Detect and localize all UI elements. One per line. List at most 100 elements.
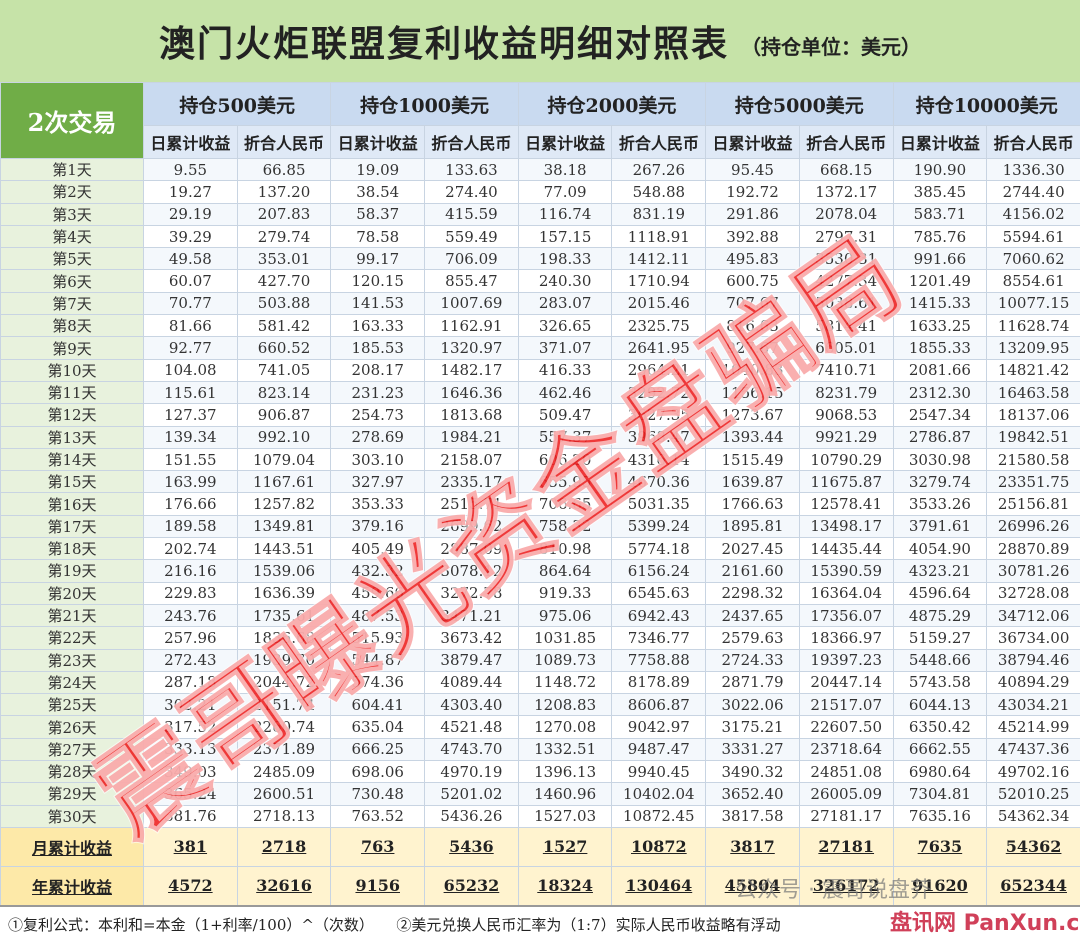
group-header: 持仓2000美元 — [517, 82, 707, 126]
cell: 207.83 — [236, 202, 332, 226]
cell: 19842.51 — [986, 425, 1080, 449]
data-row: 第13天 139.34 992.10 278.69 1984.21 557.37 3968.… — [0, 425, 1080, 449]
cell: 91620 — [892, 865, 988, 906]
cell: 34712.06 — [986, 603, 1080, 628]
cell: 104.08 — [143, 358, 238, 382]
data-row: 第19天 216.16 1539.06 432.32 3078.12 864.64 6156… — [0, 559, 1080, 583]
cell: 992.10 — [236, 425, 332, 449]
cell: 9068.53 — [798, 403, 894, 427]
cell: 379.16 — [330, 514, 426, 539]
cell: 1270.08 — [517, 715, 613, 739]
cell: 2044.72 — [236, 670, 332, 695]
cell: 405.49 — [330, 537, 426, 561]
column-header: 折合人民币 — [798, 125, 894, 159]
data-row: 第7天 70.77 503.88 141.53 1007.69 283.07 2015.46… — [0, 291, 1080, 316]
cell: 141.53 — [330, 291, 426, 316]
cell: 21517.07 — [798, 693, 894, 717]
cell: 38794.46 — [986, 648, 1080, 672]
row-label: 第4天 — [0, 224, 144, 249]
cell: 27181 — [798, 826, 894, 867]
cell: 2641.95 — [611, 336, 707, 360]
cell: 2718 — [236, 826, 332, 867]
cell: 5436.26 — [424, 804, 519, 828]
cell: 741.05 — [236, 358, 332, 382]
row-label: 第10天 — [0, 358, 144, 382]
data-row: 第24天 287.18 2044.72 574.36 4089.44 1148.72 817… — [0, 670, 1080, 695]
cell: 32728.08 — [986, 581, 1080, 605]
data-row: 第1天 9.55 66.85 19.09 133.63 38.18 267.26 95.45 6… — [0, 157, 1080, 182]
cell: 698.06 — [330, 760, 426, 784]
cell: 5814.41 — [798, 314, 894, 338]
cell: 2158.07 — [424, 447, 519, 472]
cell: 65232 — [424, 865, 519, 906]
cell: 54362.34 — [986, 804, 1080, 828]
cell: 604.41 — [330, 693, 426, 717]
column-header: 日累计收益 — [892, 125, 988, 159]
cell: 515.93 — [330, 626, 426, 650]
cell: 9487.47 — [611, 737, 707, 762]
cell: 371.07 — [517, 336, 613, 360]
cell: 1396.13 — [517, 760, 613, 784]
cell: 267.26 — [611, 157, 707, 182]
data-row: 第11天 115.61 823.14 231.23 1646.36 462.46 3292.… — [0, 380, 1080, 405]
cell: 274.40 — [424, 180, 519, 204]
cell: 3879.47 — [424, 648, 519, 672]
cell: 6545.63 — [611, 581, 707, 605]
cell: 381.76 — [143, 804, 238, 828]
cell: 60.07 — [143, 269, 238, 293]
cell: 4054.90 — [892, 537, 988, 561]
cell: 3791.61 — [892, 514, 988, 539]
cell: 157.15 — [517, 224, 613, 249]
credit: 公众号 · 震哥说盘芥 — [735, 878, 932, 903]
cell: 544.87 — [330, 648, 426, 672]
cell: 6044.13 — [892, 693, 988, 717]
cell: 365.24 — [143, 782, 238, 806]
title: 澳门火炬联盟复利收益明细对照表 — [158, 23, 729, 65]
cell: 49.58 — [143, 247, 238, 271]
cell: 24851.08 — [798, 760, 894, 784]
cell: 4875.29 — [892, 603, 988, 628]
cell: 3673.42 — [424, 626, 519, 650]
cell: 163.99 — [143, 470, 238, 494]
data-row: 第18天 202.74 1443.51 405.49 2887.09 810.98 5774… — [0, 537, 1080, 561]
data-row: 第16天 176.66 1257.82 353.33 2515.71 706.65 5031… — [0, 492, 1080, 516]
header-row: 2次交易 持仓500美元 持仓1000美元 持仓2000美元 持仓5000美元 持仓100… — [0, 82, 1080, 159]
cell: 116.74 — [517, 202, 613, 226]
group-header: 持仓10000美元 — [892, 82, 1080, 126]
row-label: 第9天 — [0, 336, 144, 360]
cell: 2081.66 — [892, 358, 988, 382]
cell: 3471.21 — [424, 603, 519, 628]
data-row: 第5天 49.58 353.01 99.17 706.09 198.33 1412.11 49… — [0, 247, 1080, 271]
row-label: 第7天 — [0, 291, 144, 316]
cell: 7635 — [892, 826, 988, 867]
data-row: 第9天 92.77 660.52 185.53 1320.97 371.07 2641.95… — [0, 336, 1080, 360]
cell: 189.58 — [143, 514, 238, 539]
group-header: 持仓5000美元 — [705, 82, 894, 126]
column-header: 日累计收益 — [705, 125, 800, 159]
cell: 1813.68 — [424, 403, 519, 427]
cell: 1089.73 — [517, 648, 613, 672]
cell: 1372.17 — [798, 180, 894, 204]
cell: 349.03 — [143, 760, 238, 784]
data-row: 第4天 39.29 279.74 78.58 559.49 157.15 1118.91 39… — [0, 224, 1080, 249]
cell: 1257.82 — [236, 492, 332, 516]
row-label: 第26天 — [0, 715, 144, 739]
data-row: 第28天 349.03 2485.09 698.06 4970.19 1396.13 994… — [0, 760, 1080, 784]
cell: 495.83 — [705, 247, 800, 271]
cell: 855.47 — [424, 269, 519, 293]
cell: 1895.81 — [705, 514, 800, 539]
row-label: 第22天 — [0, 626, 144, 650]
cell: 557.37 — [517, 425, 613, 449]
cell: 279.74 — [236, 224, 332, 249]
cell: 19.27 — [143, 180, 238, 204]
row-label: 第2天 — [0, 180, 144, 204]
row-label: 年累计收益 — [0, 865, 144, 906]
cell: 8231.79 — [798, 380, 894, 405]
group-header: 持仓1000美元 — [330, 82, 519, 126]
cell: 27181.17 — [798, 804, 894, 828]
cell: 4089.44 — [424, 670, 519, 695]
cell: 1836.68 — [236, 626, 332, 650]
cell: 3022.06 — [705, 693, 800, 717]
cell: 1633.25 — [892, 314, 988, 338]
